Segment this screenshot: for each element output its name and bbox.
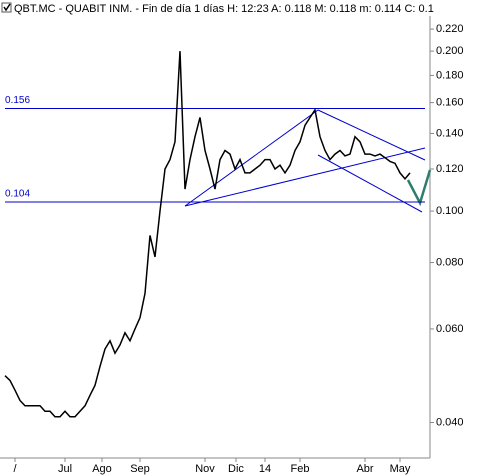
price-line — [4, 51, 411, 418]
x-tick-label: Ago — [92, 463, 112, 475]
y-tick-label: 0.060 — [436, 323, 464, 335]
trend-line — [317, 109, 426, 161]
v-arrow — [406, 169, 432, 207]
chart-title: QBT.MC - QUABIT INM. - Fin de día 1 días… — [14, 3, 434, 15]
h-line-label: 0.104 — [5, 189, 30, 200]
y-tick-label: 0.160 — [436, 97, 464, 109]
x-tick-label: Dic — [228, 463, 244, 475]
trend-line — [184, 109, 319, 207]
y-tick-label: 0.080 — [436, 256, 464, 268]
h-line-label: 0.156 — [5, 95, 30, 106]
x-tick-label: / — [13, 463, 17, 475]
y-tick-label: 0.220 — [436, 23, 464, 35]
y-tick-label: 0.180 — [436, 69, 464, 81]
x-tick-label: Feb — [291, 463, 310, 475]
y-tick-label: 0.140 — [436, 127, 464, 139]
x-tick-label: 14 — [259, 463, 271, 475]
y-tick-label: 0.200 — [436, 45, 464, 57]
check-icon — [3, 3, 11, 12]
x-tick-label: Abr — [356, 463, 373, 475]
y-tick-label: 0.120 — [436, 163, 464, 175]
y-tick-label: 0.100 — [436, 205, 464, 217]
x-tick-label: Sep — [130, 463, 150, 475]
checkbox[interactable] — [1, 2, 12, 13]
x-tick-label: May — [390, 463, 411, 475]
x-tick-label: Jul — [58, 463, 72, 475]
y-tick-label: 0.040 — [436, 416, 464, 428]
x-tick-label: Nov — [195, 463, 215, 475]
